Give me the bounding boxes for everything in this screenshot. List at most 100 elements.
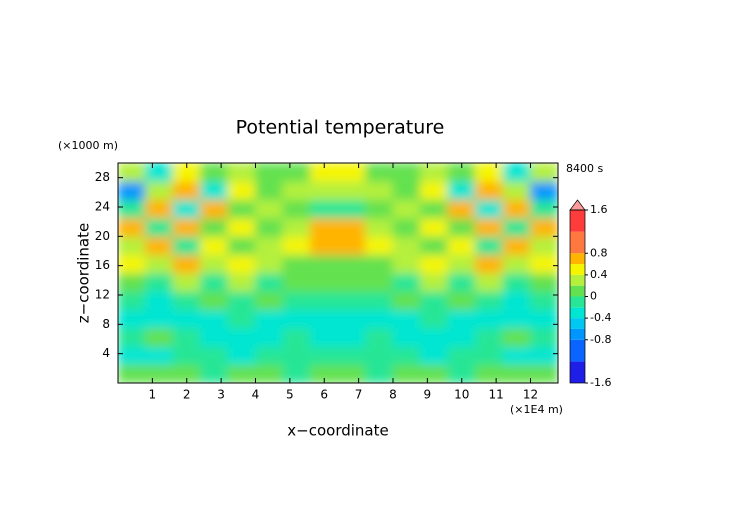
heat-cell [365,327,394,347]
x-unit: (×1E4 m) [510,403,563,416]
heat-cell [172,290,201,311]
heat-cell [255,180,284,201]
y-tick-label: 4 [102,346,110,360]
x-tick-label: 7 [355,388,363,402]
heat-cell [282,217,311,237]
heat-cell [310,290,339,311]
heat-cell [420,180,449,201]
heat-cell [530,235,558,256]
heat-cell [282,345,311,366]
heat-cell [172,254,201,274]
colorbar-segment [570,328,585,340]
heat-cell [227,345,256,366]
heat-cell [282,180,311,201]
colorbar-tick-label: -1.6 [590,376,611,389]
heat-cell [310,235,339,256]
heat-cell [255,327,284,347]
heat-cell [227,290,256,311]
heat-cell [282,235,311,256]
heat-cell [255,217,284,237]
field [118,163,558,383]
heat-cell [227,309,256,329]
colorbar-tick-label: -0.8 [590,333,611,346]
y-tick-label: 16 [95,258,110,272]
cells [118,163,558,383]
heat-cell [145,272,174,292]
heat-cell [118,290,146,311]
heat-cell [200,290,229,311]
heat-cell [200,235,229,256]
heat-cell [392,217,421,237]
heat-cell [310,327,339,347]
y-tick-label: 28 [95,170,110,184]
heat-cell [365,345,394,366]
colorbar: -1.6 -0.8 -0.4 0 0.4 0.8 1.6 [569,199,611,389]
heat-cell [502,217,531,237]
heat-cell [282,327,311,347]
heat-cell [145,217,174,237]
heat-cell [310,254,339,274]
colorbar-segment [570,274,585,286]
heat-cell [530,163,558,182]
heat-cell [447,199,476,219]
heat-cell [227,163,256,182]
heat-cell [337,364,366,383]
x-tick-label: 12 [523,388,538,402]
colorbar-segment [570,231,585,254]
heat-cell [310,199,339,219]
colorbar-tick-label: -0.4 [590,311,611,324]
heat-cell [365,235,394,256]
heat-cell [145,327,174,347]
heat-cell [200,272,229,292]
colorbar-segment [570,253,585,265]
heat-cell [200,345,229,366]
heat-cell [420,309,449,329]
heat-cell [365,364,394,383]
heat-cell [392,290,421,311]
x-tick-label: 11 [488,388,503,402]
heat-cell [145,180,174,201]
heat-cell [530,199,558,219]
heat-cell [365,199,394,219]
heat-cell [118,254,146,274]
heat-cell [145,199,174,219]
y-axis-title: z−coordinate [75,223,93,323]
heat-cell [502,254,531,274]
heat-cell [502,163,531,182]
heat-cell [255,235,284,256]
x-tick-label: 1 [149,388,157,402]
heat-cell [337,327,366,347]
heat-cell [118,309,146,329]
x-tick-label: 4 [252,388,260,402]
heat-cell [475,235,504,256]
heat-cell [337,235,366,256]
heat-cell [172,235,201,256]
heat-cell [420,364,449,383]
heat-cell [502,290,531,311]
heat-cell [310,217,339,237]
heat-cell [337,163,366,182]
y-tick-label: 20 [95,229,110,243]
heat-cell [255,364,284,383]
heat-cell [200,163,229,182]
heat-cell [502,180,531,201]
x-axis-title: x−coordinate [287,422,388,440]
colorbar-tick-label: 0.4 [590,268,608,281]
heat-cell [310,163,339,182]
heat-cell [282,254,311,274]
heat-cell [200,254,229,274]
y-unit: (×1000 m) [58,139,118,152]
heat-cell [365,254,394,274]
heat-cell [337,345,366,366]
heat-cell [420,235,449,256]
heat-cell [530,327,558,347]
heat-cell [502,327,531,347]
heat-cell [145,345,174,366]
x-tick-label: 8 [389,388,397,402]
heat-cell [447,364,476,383]
heat-cell [475,217,504,237]
heat-cell [420,254,449,274]
heat-cell [365,309,394,329]
